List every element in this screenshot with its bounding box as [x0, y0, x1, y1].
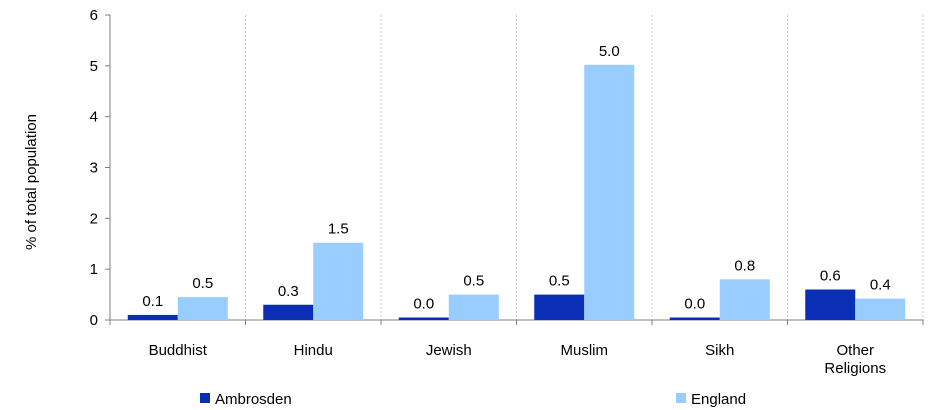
- bar-england: [584, 64, 635, 320]
- data-label: 5.0: [599, 43, 620, 60]
- data-label: 0.8: [734, 257, 755, 274]
- category-label: Jewish: [426, 342, 472, 359]
- legend-item: England: [676, 391, 746, 408]
- category-label: Buddhist: [149, 342, 208, 359]
- data-label: 0.1: [142, 293, 163, 310]
- data-label: 1.5: [328, 221, 349, 238]
- bar-ambrosden: [127, 314, 178, 320]
- data-label: 0.5: [463, 273, 484, 290]
- y-tick-label: 4: [90, 109, 98, 126]
- data-label: 0.3: [278, 283, 299, 300]
- axes: 0 1 2 3 4 5 6 Buddhist Hindu Jewish Muslim Sikh Othe…: [90, 7, 924, 377]
- bar-england: [177, 297, 228, 320]
- bar-england: [313, 242, 364, 320]
- category-label: Other Religions: [824, 342, 886, 377]
- bar-ambrosden: [669, 317, 720, 320]
- bar-england: [855, 298, 906, 320]
- data-label: 0.0: [684, 296, 705, 313]
- bar-ambrosden: [263, 304, 314, 320]
- category-label: Sikh: [705, 342, 734, 359]
- data-label: 0.5: [549, 273, 570, 290]
- data-labels: 0.1 0.3 0.0 0.5 0.0 0.6 0.5 1.5 0.5 5.0 0.8 0.4: [142, 43, 890, 313]
- data-label: 0.5: [192, 275, 213, 292]
- data-label: 0.4: [870, 277, 891, 294]
- legend-item: Ambrosden: [200, 391, 292, 408]
- grid-lines: [245, 15, 924, 320]
- legend-swatch: [200, 393, 210, 403]
- legend-label: England: [691, 391, 746, 408]
- legend-label: Ambrosden: [215, 391, 292, 408]
- y-tick-label: 3: [90, 160, 98, 177]
- bar-ambrosden: [398, 317, 449, 320]
- y-tick-label: 5: [90, 58, 98, 75]
- y-tick-label: 1: [90, 261, 98, 278]
- data-label: 0.6: [820, 268, 841, 285]
- y-axis-title: % of total population: [23, 114, 40, 250]
- category-label: Hindu: [294, 342, 333, 359]
- bar-england: [448, 294, 499, 320]
- bar-ambrosden: [534, 294, 585, 320]
- bar-ambrosden: [805, 289, 856, 320]
- legend-swatch: [676, 393, 686, 403]
- data-label: 0.0: [413, 296, 434, 313]
- y-tick-label: 0: [90, 312, 98, 329]
- category-label: Muslim: [561, 342, 609, 359]
- y-tick-label: 6: [90, 7, 98, 24]
- y-tick-label: 2: [90, 210, 98, 227]
- legend: Ambrosden England: [200, 391, 746, 408]
- bars: [127, 64, 906, 320]
- bar-england: [719, 279, 770, 320]
